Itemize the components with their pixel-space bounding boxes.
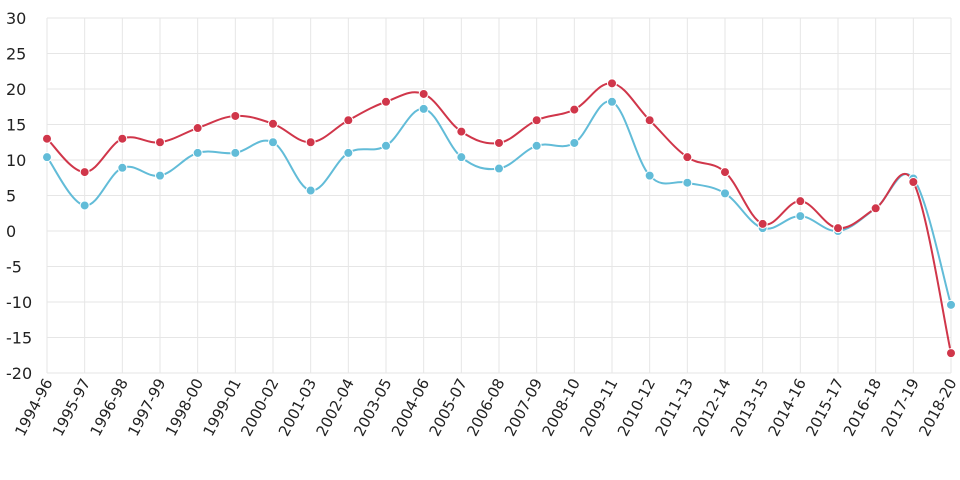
data-point[interactable] bbox=[42, 152, 52, 163]
data-point[interactable] bbox=[456, 152, 467, 163]
data-point[interactable] bbox=[494, 137, 504, 148]
y-axis-labels: 30 25 20 15 10 5 0 -5 -10 -15 -20 bbox=[6, 9, 32, 383]
y-tick-label: 30 bbox=[6, 9, 26, 28]
data-point[interactable] bbox=[305, 185, 316, 196]
data-point[interactable] bbox=[607, 78, 617, 89]
data-point[interactable] bbox=[192, 123, 203, 134]
data-point[interactable] bbox=[456, 126, 467, 137]
data-point[interactable] bbox=[720, 167, 730, 178]
data-point[interactable] bbox=[79, 167, 90, 178]
data-point[interactable] bbox=[418, 103, 429, 114]
data-point[interactable] bbox=[343, 147, 354, 158]
data-point[interactable] bbox=[230, 147, 241, 158]
data-point[interactable] bbox=[79, 200, 90, 211]
data-point[interactable] bbox=[42, 133, 52, 144]
data-point[interactable] bbox=[795, 211, 806, 222]
data-point[interactable] bbox=[305, 137, 316, 148]
data-point[interactable] bbox=[644, 115, 655, 126]
data-point[interactable] bbox=[870, 203, 881, 214]
y-tick-label: -5 bbox=[6, 258, 22, 277]
y-tick-label: -15 bbox=[6, 329, 32, 348]
data-point[interactable] bbox=[946, 299, 956, 310]
series-points bbox=[42, 78, 956, 359]
data-point[interactable] bbox=[795, 196, 806, 207]
data-point[interactable] bbox=[494, 163, 504, 174]
y-tick-label: -10 bbox=[6, 293, 32, 312]
data-point[interactable] bbox=[644, 170, 655, 181]
data-point[interactable] bbox=[343, 115, 354, 126]
data-point[interactable] bbox=[381, 140, 391, 151]
y-tick-label: 25 bbox=[6, 45, 26, 64]
data-point[interactable] bbox=[155, 137, 165, 148]
data-point[interactable] bbox=[268, 137, 278, 148]
data-point[interactable] bbox=[946, 348, 956, 359]
data-point[interactable] bbox=[192, 147, 203, 158]
data-point[interactable] bbox=[117, 162, 128, 173]
data-point[interactable] bbox=[757, 218, 768, 229]
data-point[interactable] bbox=[155, 170, 165, 181]
data-point[interactable] bbox=[682, 152, 693, 163]
data-point[interactable] bbox=[569, 104, 580, 115]
data-point[interactable] bbox=[531, 140, 542, 151]
data-point[interactable] bbox=[268, 118, 278, 129]
gridlines bbox=[46, 17, 952, 374]
data-point[interactable] bbox=[230, 110, 241, 121]
y-tick-label: 0 bbox=[6, 222, 16, 241]
data-point[interactable] bbox=[908, 177, 919, 188]
data-point[interactable] bbox=[569, 137, 580, 148]
y-tick-label: 5 bbox=[6, 187, 16, 206]
data-point[interactable] bbox=[720, 188, 730, 199]
y-tick-label: 10 bbox=[6, 151, 26, 170]
y-tick-label: -20 bbox=[6, 364, 32, 383]
data-point[interactable] bbox=[117, 133, 128, 144]
data-point[interactable] bbox=[418, 88, 429, 99]
y-tick-label: 15 bbox=[6, 116, 26, 135]
data-point[interactable] bbox=[607, 96, 617, 107]
data-point[interactable] bbox=[381, 96, 391, 107]
data-point[interactable] bbox=[531, 115, 542, 126]
data-point[interactable] bbox=[833, 223, 843, 234]
data-point[interactable] bbox=[682, 177, 693, 188]
x-axis-labels: 1994-961995-971996-981997-991998-001999-… bbox=[11, 375, 960, 439]
y-tick-label: 20 bbox=[6, 80, 26, 99]
